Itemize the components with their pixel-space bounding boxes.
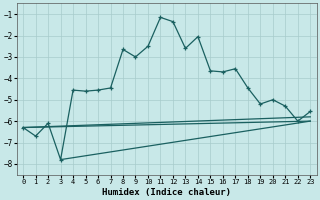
X-axis label: Humidex (Indice chaleur): Humidex (Indice chaleur): [102, 188, 231, 197]
